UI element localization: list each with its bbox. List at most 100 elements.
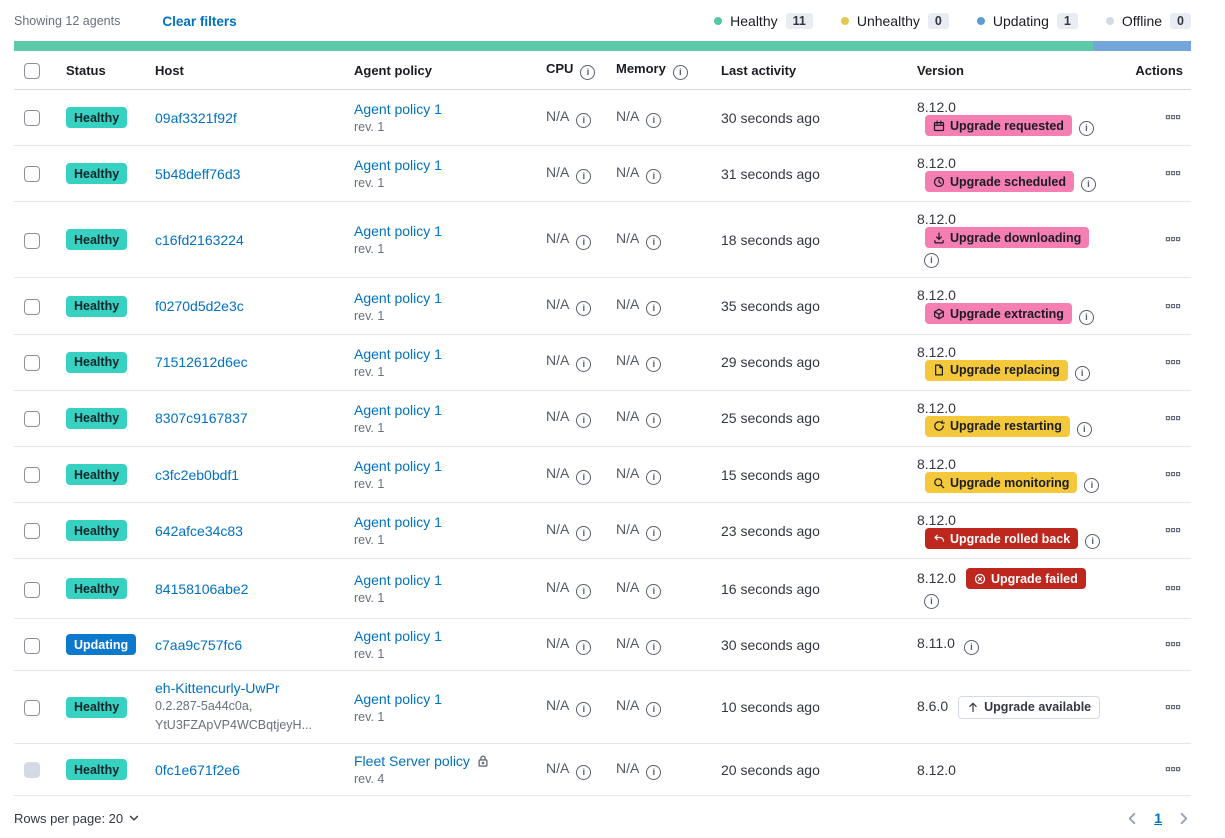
policy-link[interactable]: Agent policy 1 <box>354 628 442 645</box>
legend-item-unhealthy: Unhealthy 0 <box>840 13 949 29</box>
policy-link[interactable]: Agent policy 1 <box>354 157 442 174</box>
actions-button[interactable] <box>1163 697 1183 717</box>
row-checkbox[interactable] <box>24 298 40 315</box>
table-row: Healthy 09af3321f92f Agent policy 1 rev. 1 N… <box>14 89 1191 147</box>
cpu-info-icon[interactable]: i <box>576 301 592 316</box>
cpu-header-info-icon[interactable]: i <box>580 65 596 80</box>
pagination: 1 <box>1125 810 1191 826</box>
memory-info-icon[interactable]: i <box>646 525 662 541</box>
actions-button[interactable] <box>1163 296 1183 316</box>
host-link[interactable]: 642afce34c83 <box>155 522 243 539</box>
cpu-info-icon[interactable]: i <box>576 702 592 718</box>
next-page-button[interactable] <box>1176 811 1191 826</box>
upgrade-info-icon[interactable]: i <box>924 253 939 269</box>
clear-filters-link[interactable]: Clear filters <box>162 13 237 29</box>
previous-page-button[interactable] <box>1125 811 1140 826</box>
row-checkbox[interactable] <box>24 699 40 716</box>
cpu-info-icon[interactable]: i <box>576 469 592 485</box>
upgrade-info-icon[interactable]: i <box>1078 121 1094 137</box>
cpu-info-icon[interactable]: i <box>576 168 592 184</box>
policy-link[interactable]: Agent policy 1 <box>354 690 442 707</box>
actions-button[interactable] <box>1163 408 1183 428</box>
upgrade-info-icon[interactable]: i <box>1085 534 1101 550</box>
row-checkbox[interactable] <box>24 581 40 598</box>
actions-button[interactable] <box>1163 634 1183 654</box>
row-checkbox[interactable] <box>24 232 40 249</box>
memory-info-icon[interactable]: i <box>646 702 662 718</box>
rows-per-page-selector[interactable]: Rows per page: 20 <box>14 811 141 826</box>
row-checkbox[interactable] <box>24 166 40 183</box>
upgrade-info-icon[interactable]: i <box>1081 177 1096 193</box>
policy-link[interactable]: Agent policy 1 <box>354 345 442 362</box>
actions-button[interactable] <box>1163 464 1183 484</box>
status-bar-updating-segment <box>1093 41 1191 51</box>
cpu-info-icon[interactable]: i <box>576 583 592 599</box>
cpu-info-icon[interactable]: i <box>576 525 592 541</box>
cpu-info-icon[interactable]: i <box>576 413 592 429</box>
upgrade-info-icon[interactable]: i <box>924 594 939 610</box>
cpu-info-icon[interactable]: i <box>576 234 592 250</box>
cpu-info-icon[interactable]: i <box>576 357 592 373</box>
upgrade-info-icon[interactable]: i <box>1076 422 1092 438</box>
actions-button[interactable] <box>1163 352 1183 372</box>
last-activity: 29 seconds ago <box>713 334 909 391</box>
host-link[interactable]: 5b48deff76d3 <box>155 165 241 182</box>
upgrade-info-icon[interactable]: i <box>1084 478 1100 494</box>
table-row: Healthy eh-Kittencurly-UwPr 0.2.287-5a44c0… <box>14 670 1191 745</box>
host-link[interactable]: c16fd2163224 <box>155 231 244 248</box>
policy-link[interactable]: Agent policy 1 <box>354 101 442 118</box>
select-all-checkbox[interactable] <box>24 62 40 79</box>
cpu-info-icon[interactable]: i <box>576 764 592 780</box>
page-number-1[interactable]: 1 <box>1154 810 1162 827</box>
host-link[interactable]: 8307c9167837 <box>155 410 248 427</box>
agents-table-body: Healthy 09af3321f92f Agent policy 1 rev. 1 N… <box>14 89 1191 797</box>
actions-button[interactable] <box>1163 578 1183 598</box>
actions-button[interactable] <box>1163 759 1183 779</box>
memory-info-icon[interactable]: i <box>646 639 662 655</box>
cpu-info-icon[interactable]: i <box>576 639 592 655</box>
policy-link[interactable]: Fleet Server policy <box>354 753 470 770</box>
memory-header-info-icon[interactable]: i <box>672 65 688 80</box>
row-checkbox[interactable] <box>24 110 40 127</box>
host-link[interactable]: c7aa9c757fc6 <box>155 636 243 653</box>
policy-link[interactable]: Agent policy 1 <box>354 458 442 475</box>
version-info-icon[interactable]: i <box>963 639 979 655</box>
memory-info-icon[interactable]: i <box>646 357 662 373</box>
upgrade-info-icon[interactable]: i <box>1078 309 1094 325</box>
table-row: Healthy f0270d5d2e3c Agent policy 1 rev. 1 N… <box>14 277 1191 335</box>
memory-info-icon[interactable]: i <box>646 413 662 429</box>
policy-link[interactable]: Agent policy 1 <box>354 572 442 589</box>
policy-link[interactable]: Agent policy 1 <box>354 223 442 240</box>
actions-button[interactable] <box>1163 520 1183 540</box>
actions-button[interactable] <box>1163 163 1183 183</box>
host-link[interactable]: 0fc1e671f2e6 <box>155 761 240 778</box>
row-checkbox[interactable] <box>24 354 40 371</box>
host-link[interactable]: c3fc2eb0bdf1 <box>155 466 240 483</box>
host-link[interactable]: 71512612d6ec <box>155 354 248 371</box>
policy-link[interactable]: Agent policy 1 <box>354 289 442 306</box>
policy-revision: rev. 1 <box>354 709 385 724</box>
policy-link[interactable]: Agent policy 1 <box>354 401 442 418</box>
upgrade-info-icon[interactable]: i <box>1074 365 1090 381</box>
memory-info-icon[interactable]: i <box>646 764 662 780</box>
host-link[interactable]: f0270d5d2e3c <box>155 298 244 314</box>
memory-info-icon[interactable]: i <box>646 112 662 128</box>
policy-link[interactable]: Agent policy 1 <box>354 514 442 531</box>
host-link[interactable]: eh-Kittencurly-UwPr <box>155 680 280 697</box>
actions-button[interactable] <box>1163 229 1183 249</box>
memory-value: N/A <box>616 163 640 180</box>
host-link[interactable]: 84158106abe2 <box>155 580 249 597</box>
row-checkbox[interactable] <box>24 467 40 484</box>
cpu-info-icon[interactable]: i <box>576 112 592 128</box>
memory-info-icon[interactable]: i <box>646 168 662 184</box>
memory-info-icon[interactable]: i <box>646 469 662 485</box>
memory-info-icon[interactable]: i <box>646 583 662 599</box>
row-checkbox[interactable] <box>24 637 40 654</box>
memory-info-icon[interactable]: i <box>646 301 662 316</box>
upgrade-status-label: Upgrade extracting <box>950 306 1064 321</box>
actions-button[interactable] <box>1163 107 1183 127</box>
host-link[interactable]: 09af3321f92f <box>155 109 237 126</box>
row-checkbox[interactable] <box>24 523 40 540</box>
row-checkbox[interactable] <box>24 411 40 428</box>
memory-info-icon[interactable]: i <box>646 234 662 250</box>
